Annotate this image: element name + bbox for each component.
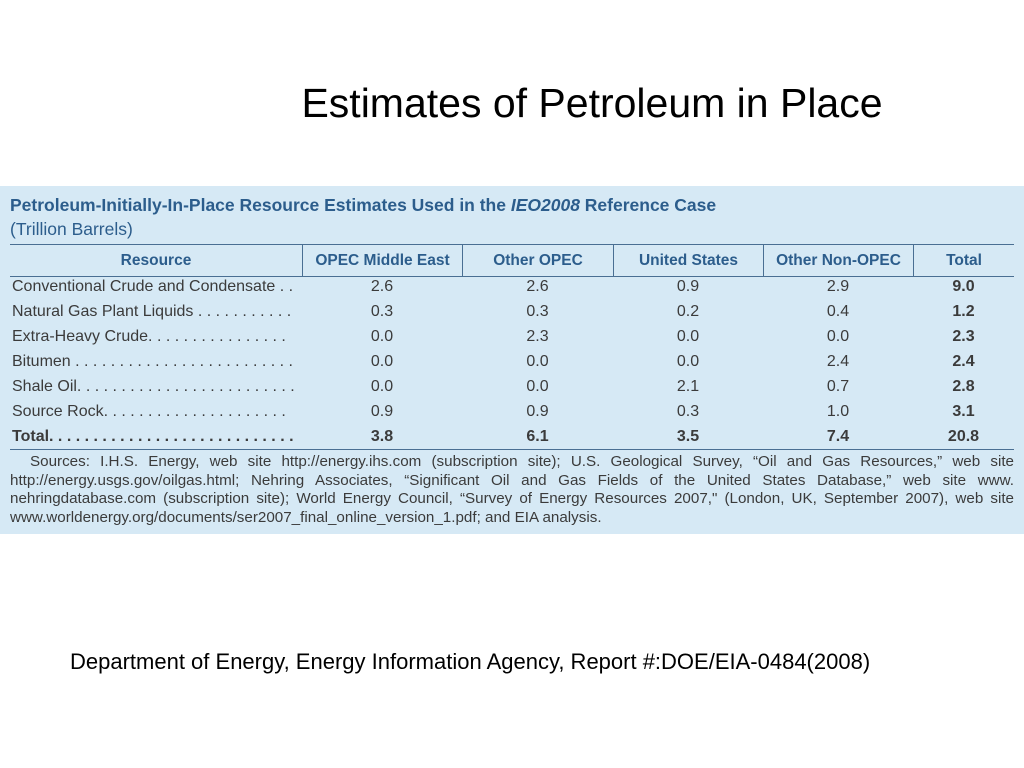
cell-total: 2.3 [952, 328, 975, 345]
row-label: Source Rock. . . . . . . . . . . . . . .… [12, 403, 286, 420]
table-row: Shale Oil. . . . . . . . . . . . . . . .… [10, 377, 1014, 402]
cell-other-non-opec: 1.0 [826, 403, 850, 420]
cell-other-non-opec: 2.4 [826, 353, 850, 370]
cell-opec-middle-east: 2.6 [370, 278, 394, 295]
cell-opec-middle-east: 3.8 [370, 428, 394, 445]
cell-other-non-opec: 0.4 [826, 303, 850, 320]
table-title-prefix: Petroleum-Initially-In-Place Resource Es… [10, 195, 511, 215]
table-title-suffix: Reference Case [579, 195, 717, 215]
column-header-other-non-opec: Other Non-OPEC [763, 245, 913, 276]
slide-title: Estimates of Petroleum in Place [301, 80, 883, 126]
cell-other-non-opec: 7.4 [826, 428, 850, 445]
cell-other-opec: 0.0 [526, 378, 549, 395]
sources-line: www.worldenergy.org/documents/ser2007_fi… [10, 508, 602, 526]
cell-united-states: 2.1 [676, 378, 700, 395]
cell-total: 2.8 [952, 378, 975, 395]
column-header-opec-middle-east: OPEC Middle East [302, 245, 462, 276]
row-label: Shale Oil. . . . . . . . . . . . . . . .… [12, 378, 295, 395]
sources-note: Sources: I.H.S. Energy, web site http://… [10, 453, 1014, 527]
cell-opec-middle-east: 0.3 [370, 303, 394, 320]
cell-other-opec: 0.9 [526, 403, 549, 420]
cell-total: 9.0 [952, 278, 975, 295]
cell-other-opec: 2.3 [526, 328, 549, 345]
cell-other-opec: 6.1 [526, 428, 549, 445]
cell-other-opec: 0.0 [526, 353, 549, 370]
row-label: Conventional Crude and Condensate . . [12, 278, 294, 295]
cell-total: 20.8 [947, 428, 980, 445]
column-header-united-states: United States [613, 245, 763, 276]
table-row: Natural Gas Plant Liquids . . . . . . . … [10, 302, 1014, 327]
cell-other-non-opec: 2.9 [826, 278, 850, 295]
cell-other-non-opec: 0.7 [826, 378, 850, 395]
citation-footer: Department of Energy, Energy Information… [70, 649, 871, 674]
column-header-resource: Resource [120, 251, 192, 269]
table-row: Source Rock. . . . . . . . . . . . . . .… [10, 402, 1014, 427]
cell-total: 3.1 [952, 403, 975, 420]
table-unit-label: (Trillion Barrels) [10, 219, 133, 239]
table-header-row: Resource OPEC Middle East Other OPEC Uni… [10, 244, 1014, 277]
cell-opec-middle-east: 0.0 [370, 353, 394, 370]
cell-united-states: 0.9 [676, 278, 700, 295]
table-row: Conventional Crude and Condensate . . 2.… [10, 277, 1014, 302]
table-total-row: Total. . . . . . . . . . . . . . . . . .… [10, 427, 1014, 450]
column-header-total: Total [913, 245, 1014, 276]
resource-estimates-figure: Petroleum-Initially-In-Place Resource Es… [0, 186, 1024, 534]
cell-other-opec: 0.3 [526, 303, 549, 320]
sources-line: nehringdatabase.com (subscription site);… [10, 490, 1014, 507]
cell-total: 1.2 [952, 303, 975, 320]
table-row: Extra-Heavy Crude. . . . . . . . . . . .… [10, 327, 1014, 352]
sources-line: http://energy.usgs.gov/oilgas.html; Nehr… [10, 471, 1014, 489]
cell-united-states: 3.5 [676, 428, 700, 445]
cell-other-non-opec: 0.0 [826, 328, 850, 345]
cell-united-states: 0.0 [676, 353, 700, 370]
row-label: Extra-Heavy Crude. . . . . . . . . . . .… [12, 328, 286, 345]
row-label: Total. . . . . . . . . . . . . . . . . .… [12, 428, 294, 445]
cell-other-opec: 2.6 [526, 278, 549, 295]
cell-united-states: 0.3 [676, 403, 700, 420]
cell-opec-middle-east: 0.0 [370, 378, 394, 395]
table-title-report-name: IEO2008 [510, 195, 580, 215]
sources-line: Sources: I.H.S. Energy, web site http://… [30, 453, 1014, 470]
cell-united-states: 0.2 [676, 303, 700, 320]
row-label: Natural Gas Plant Liquids . . . . . . . … [12, 303, 292, 320]
row-label: Bitumen . . . . . . . . . . . . . . . . … [12, 353, 293, 370]
resource-table: Resource OPEC Middle East Other OPEC Uni… [10, 244, 1014, 450]
table-row: Bitumen . . . . . . . . . . . . . . . . … [10, 352, 1014, 377]
cell-opec-middle-east: 0.9 [370, 403, 394, 420]
cell-total: 2.4 [952, 353, 975, 370]
column-header-other-opec: Other OPEC [462, 245, 613, 276]
cell-united-states: 0.0 [676, 328, 700, 345]
table-title: Petroleum-Initially-In-Place Resource Es… [10, 194, 716, 216]
cell-opec-middle-east: 0.0 [370, 328, 394, 345]
